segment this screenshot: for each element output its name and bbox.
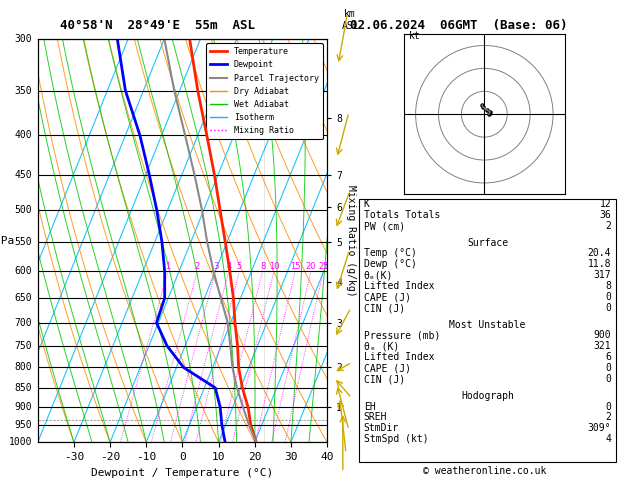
- Text: Pressure (mb): Pressure (mb): [364, 330, 440, 341]
- Text: 5: 5: [237, 262, 242, 271]
- Text: 850: 850: [14, 383, 32, 393]
- Text: 350: 350: [14, 86, 32, 96]
- Point: [478, 104, 488, 111]
- Y-axis label: Mixing Ratio (g/kg): Mixing Ratio (g/kg): [346, 185, 356, 296]
- Text: EH: EH: [364, 401, 376, 412]
- X-axis label: Dewpoint / Temperature (°C): Dewpoint / Temperature (°C): [91, 468, 274, 478]
- Text: 4: 4: [605, 434, 611, 444]
- Text: 40°58'N  28°49'E  55m  ASL: 40°58'N 28°49'E 55m ASL: [60, 19, 255, 33]
- Text: 8: 8: [260, 262, 265, 271]
- Text: 02.06.2024  06GMT  (Base: 06): 02.06.2024 06GMT (Base: 06): [350, 19, 568, 33]
- Text: 950: 950: [14, 420, 32, 430]
- Text: 900: 900: [14, 402, 32, 412]
- Text: StmDir: StmDir: [364, 423, 399, 434]
- Text: 300: 300: [14, 34, 32, 44]
- Point: [485, 108, 495, 116]
- Text: 20: 20: [306, 262, 316, 271]
- Text: PW (cm): PW (cm): [364, 221, 405, 231]
- Text: 550: 550: [14, 237, 32, 247]
- Point: [484, 110, 494, 118]
- Text: Lifted Index: Lifted Index: [364, 352, 434, 363]
- Text: 500: 500: [14, 205, 32, 215]
- Text: Lifted Index: Lifted Index: [364, 281, 434, 291]
- Text: SREH: SREH: [364, 413, 387, 422]
- Text: 3: 3: [213, 262, 218, 271]
- Text: 1000: 1000: [9, 437, 32, 447]
- Text: Most Unstable: Most Unstable: [449, 319, 526, 330]
- Text: CAPE (J): CAPE (J): [364, 292, 411, 302]
- Text: θₑ (K): θₑ (K): [364, 341, 399, 351]
- Text: StmSpd (kt): StmSpd (kt): [364, 434, 428, 444]
- Text: 2: 2: [195, 262, 200, 271]
- Text: 0: 0: [605, 292, 611, 302]
- Text: 321: 321: [594, 341, 611, 351]
- Text: 900: 900: [594, 330, 611, 341]
- Text: 2: 2: [605, 221, 611, 231]
- Text: Surface: Surface: [467, 238, 508, 247]
- Text: hPa: hPa: [0, 236, 14, 245]
- Text: Dewp (°C): Dewp (°C): [364, 260, 416, 269]
- Text: 1: 1: [165, 262, 170, 271]
- Text: 600: 600: [14, 266, 32, 276]
- Point: [477, 101, 487, 109]
- Text: 0: 0: [605, 401, 611, 412]
- Text: 2: 2: [605, 413, 611, 422]
- Text: 11.8: 11.8: [587, 260, 611, 269]
- Text: 700: 700: [14, 318, 32, 328]
- Text: kt: kt: [409, 31, 420, 41]
- Text: θₑ(K): θₑ(K): [364, 270, 393, 280]
- Text: 800: 800: [14, 363, 32, 372]
- Text: 0: 0: [605, 374, 611, 384]
- Text: 450: 450: [14, 170, 32, 180]
- Text: 15: 15: [290, 262, 301, 271]
- Text: © weatheronline.co.uk: © weatheronline.co.uk: [423, 466, 546, 476]
- Text: CIN (J): CIN (J): [364, 303, 405, 313]
- Text: 8: 8: [605, 281, 611, 291]
- Text: km
ASL: km ASL: [342, 9, 359, 31]
- Text: 20.4: 20.4: [587, 248, 611, 259]
- Text: 750: 750: [14, 341, 32, 351]
- Text: Hodograph: Hodograph: [461, 391, 514, 400]
- Text: 0: 0: [605, 303, 611, 313]
- Text: 309°: 309°: [587, 423, 611, 434]
- Legend: Temperature, Dewpoint, Parcel Trajectory, Dry Adiabat, Wet Adiabat, Isotherm, Mi: Temperature, Dewpoint, Parcel Trajectory…: [206, 43, 323, 139]
- Text: 10: 10: [269, 262, 279, 271]
- Text: Totals Totals: Totals Totals: [364, 210, 440, 220]
- Text: CIN (J): CIN (J): [364, 374, 405, 384]
- Point: [482, 106, 492, 114]
- Text: 6: 6: [605, 352, 611, 363]
- Text: CAPE (J): CAPE (J): [364, 363, 411, 373]
- Text: 0: 0: [605, 363, 611, 373]
- Text: K: K: [364, 199, 370, 209]
- Text: 12: 12: [599, 199, 611, 209]
- Text: 4: 4: [226, 262, 231, 271]
- Text: 36: 36: [599, 210, 611, 220]
- Text: Temp (°C): Temp (°C): [364, 248, 416, 259]
- Text: 25: 25: [318, 262, 328, 271]
- Text: 650: 650: [14, 293, 32, 303]
- Text: 400: 400: [14, 130, 32, 140]
- Text: 317: 317: [594, 270, 611, 280]
